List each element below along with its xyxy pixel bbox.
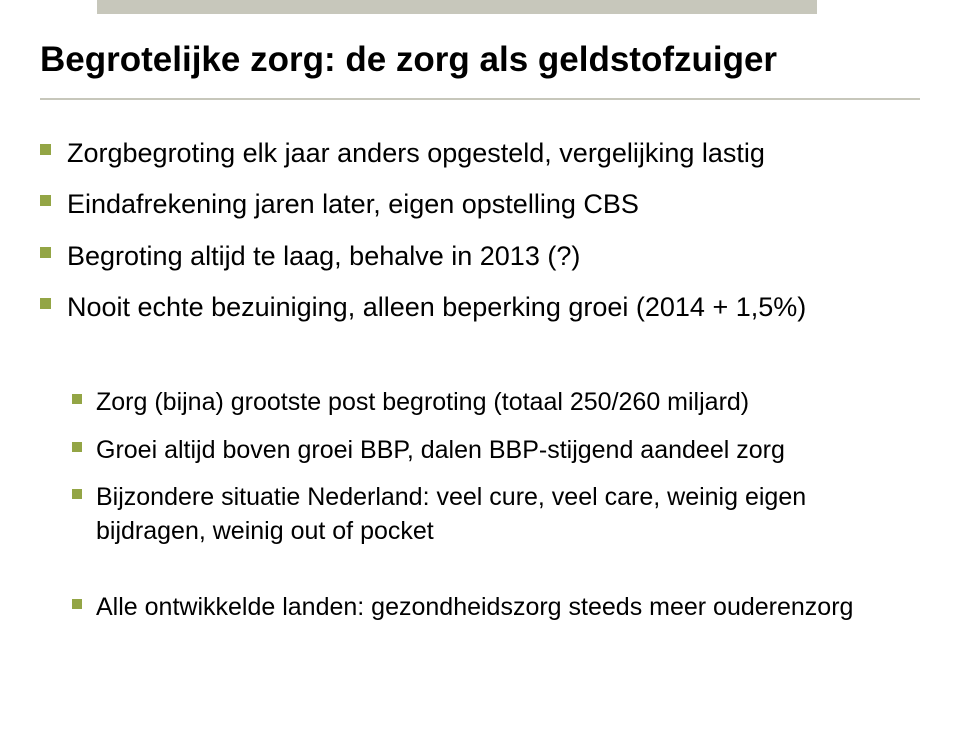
top-accent-bar (97, 0, 817, 14)
bullet-icon (40, 195, 51, 206)
list-item: Alle ontwikkelde landen: gezondheidszorg… (72, 591, 910, 625)
bullet-icon (72, 599, 82, 609)
list-item: Begroting altijd te laag, behalve in 201… (40, 238, 910, 274)
list-item: Eindafrekening jaren later, eigen opstel… (40, 186, 910, 222)
list-item: Zorg (bijna) grootste post begroting (to… (72, 386, 910, 420)
bullet-icon (72, 489, 82, 499)
list-item: Bijzondere situatie Nederland: veel cure… (72, 481, 910, 549)
spacer (40, 341, 910, 386)
list-item: Zorgbegroting elk jaar anders opgesteld,… (40, 135, 910, 171)
bullet-group-3: Alle ontwikkelde landen: gezondheidszorg… (40, 591, 910, 625)
bullet-icon (40, 247, 51, 258)
bullet-text: Alle ontwikkelde landen: gezondheidszorg… (96, 591, 853, 625)
bullet-text: Bijzondere situatie Nederland: veel cure… (96, 481, 910, 549)
bullet-text: Zorg (bijna) grootste post begroting (to… (96, 386, 749, 420)
bullet-text: Begroting altijd te laag, behalve in 201… (67, 238, 580, 274)
slide-title: Begrotelijke zorg: de zorg als geldstofz… (40, 40, 920, 80)
bullet-text: Groei altijd boven groei BBP, dalen BBP-… (96, 434, 785, 468)
bullet-group-1: Zorgbegroting elk jaar anders opgesteld,… (40, 135, 910, 326)
bullet-icon (40, 298, 51, 309)
bullet-text: Eindafrekening jaren later, eigen opstel… (67, 186, 639, 222)
title-underline (40, 98, 920, 100)
slide: Begrotelijke zorg: de zorg als geldstofz… (0, 0, 960, 745)
bullet-icon (72, 442, 82, 452)
slide-content: Zorgbegroting elk jaar anders opgesteld,… (40, 135, 910, 625)
bullet-text: Nooit echte bezuiniging, alleen beperkin… (67, 289, 806, 325)
list-item: Nooit echte bezuiniging, alleen beperkin… (40, 289, 910, 325)
bullet-text: Zorgbegroting elk jaar anders opgesteld,… (67, 135, 765, 171)
bullet-icon (40, 144, 51, 155)
bullet-group-2: Zorg (bijna) grootste post begroting (to… (40, 386, 910, 549)
spacer (40, 549, 910, 591)
bullet-icon (72, 394, 82, 404)
list-item: Groei altijd boven groei BBP, dalen BBP-… (72, 434, 910, 468)
